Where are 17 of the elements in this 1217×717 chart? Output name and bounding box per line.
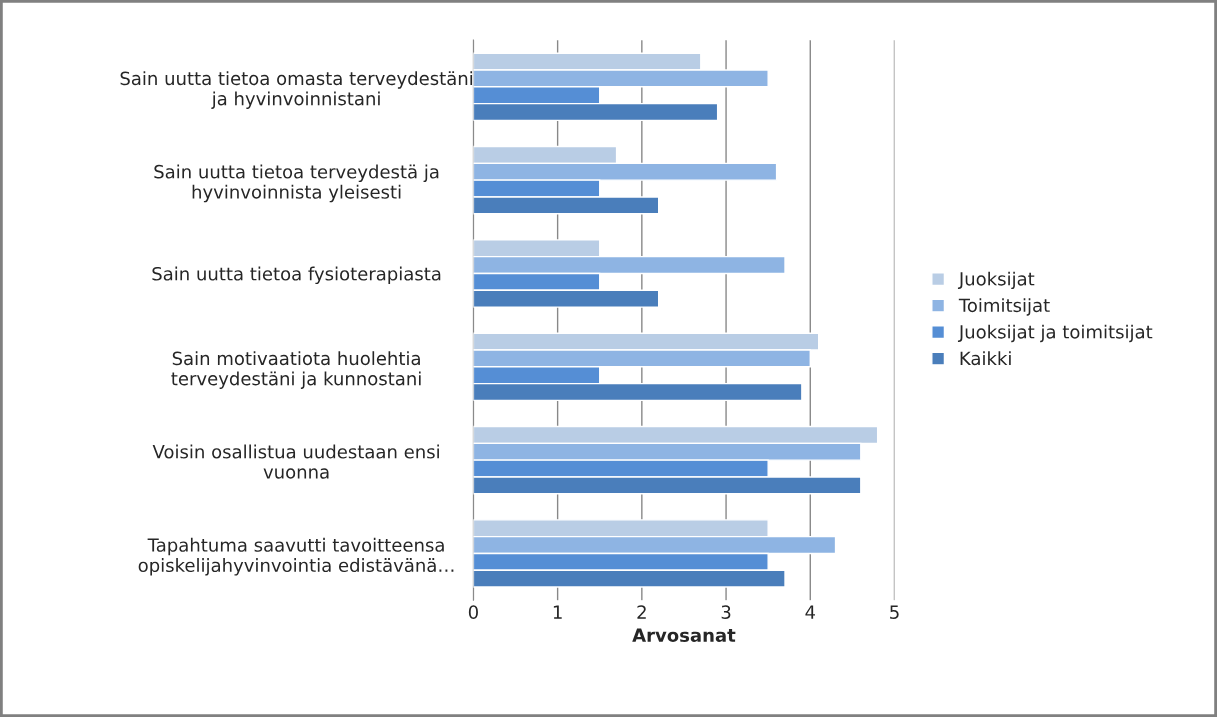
legend-label: Juoksijat bbox=[957, 271, 1035, 290]
legend-label: Toimitsijat bbox=[958, 298, 1050, 316]
y-tick-label: Sain uutta tietoa fysioterapiasta bbox=[152, 266, 441, 285]
y-tick-label: Sain motivaatiota huolehtia terveydestäni ja kunnostani bbox=[171, 351, 421, 389]
x-tick-label: 5 bbox=[890, 605, 899, 619]
y-tick-label: Voisin osallistua uudestaan ensi vuonna bbox=[152, 444, 439, 479]
x-tick-label: 2 bbox=[637, 605, 646, 619]
y-tick-label: Sain uutta tietoa terveydestä ja hyvinvoinnista yleisesti bbox=[154, 164, 439, 203]
y-tick-label: Tapahtuma saavutti tavoitteensa opiskelijahyvinvointia edistävänä… bbox=[138, 537, 454, 576]
x-tick-label: 3 bbox=[721, 605, 731, 619]
x-tick-label: 4 bbox=[805, 605, 816, 619]
x-tick-label: 0 bbox=[468, 605, 478, 619]
x-tick-label: 1 bbox=[553, 605, 562, 619]
y-tick-label: Sain uutta tietoa omasta terveydestäni ja hyvinvoinnistani bbox=[120, 71, 473, 109]
legend-label: Kaikki bbox=[960, 351, 1011, 366]
legend-label: Juoksijat ja toimitsijat bbox=[957, 324, 1153, 343]
x-axis-title: Arvosanat bbox=[632, 628, 736, 642]
